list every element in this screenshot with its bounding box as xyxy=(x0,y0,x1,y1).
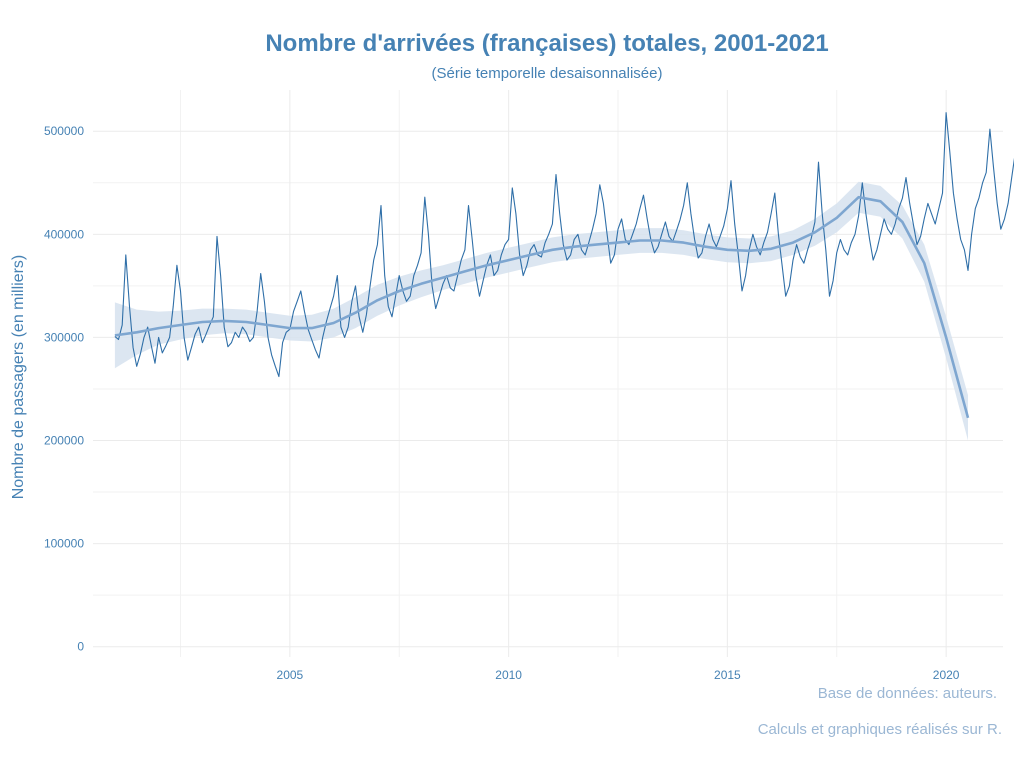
chart-title: Nombre d'arrivées (françaises) totales, … xyxy=(265,30,828,57)
caption-database: Base de données: auteurs. xyxy=(818,685,997,702)
y-tick-label: 500000 xyxy=(44,124,84,138)
smooth-line-layer xyxy=(114,195,970,419)
y-axis: 0 100000 200000 300000 400000 500000 xyxy=(44,124,84,653)
y-tick-label: 100000 xyxy=(44,537,84,551)
x-tick-label: 2015 xyxy=(714,668,741,682)
y-tick-label: 200000 xyxy=(44,434,84,448)
chart-subtitle: (Série temporelle desaisonnalisée) xyxy=(432,65,663,82)
caption-computation: Calculs et graphiques réalisés sur R. xyxy=(758,721,1002,738)
y-tick-label: 400000 xyxy=(44,227,84,241)
x-axis: 2005 2010 2015 2020 xyxy=(277,668,960,682)
series-line-layer xyxy=(114,112,1014,378)
y-tick-label: 300000 xyxy=(44,330,84,344)
confidence-band xyxy=(114,181,968,441)
y-axis-label: Nombre de passagers (en milliers) xyxy=(10,255,27,500)
x-tick-label: 2020 xyxy=(933,668,960,682)
x-tick-label: 2010 xyxy=(495,668,522,682)
y-tick-label: 0 xyxy=(77,640,84,654)
series-line-smooth xyxy=(114,195,970,419)
grid-minor xyxy=(93,90,1003,657)
series-line-monthly xyxy=(114,112,1014,378)
x-tick-label: 2005 xyxy=(277,668,304,682)
grid-major xyxy=(93,90,1003,657)
confidence-band-layer xyxy=(114,181,968,441)
